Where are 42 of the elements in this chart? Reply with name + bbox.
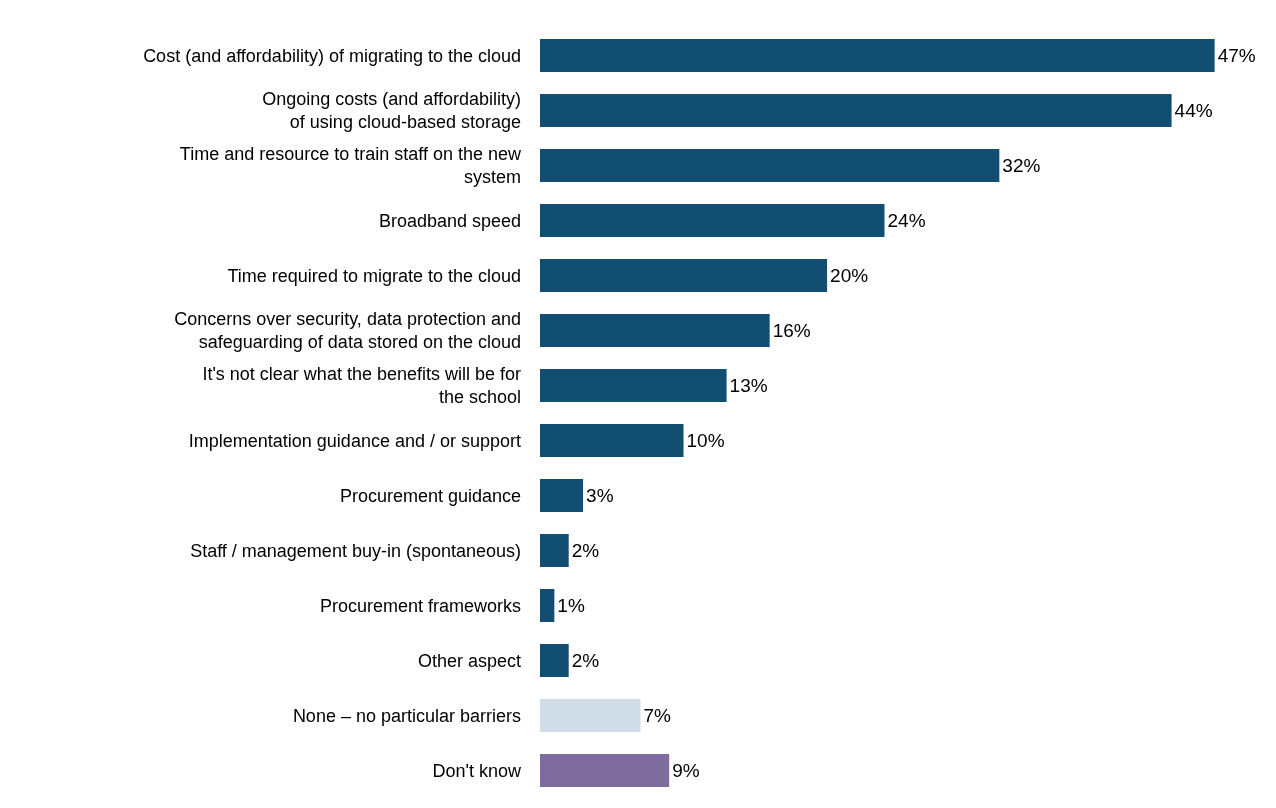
y-tick-label: Broadband speed: [378, 210, 521, 231]
y-tick-label: Concerns over security, data protection and safeguarding of data stored on the cloud: [174, 309, 521, 353]
y-tick-label: Other aspect: [417, 650, 521, 671]
y-tick-label: Cost (and affordability) of migrating to the cloud: [143, 45, 521, 66]
data-label: 20%: [830, 265, 869, 286]
bar: [540, 39, 1215, 72]
bar: [540, 644, 569, 677]
y-tick-label: Implementation guidance and / or support: [188, 430, 521, 451]
bar: [540, 369, 727, 402]
y-tick-label: Staff / management buy-in (spontaneous): [190, 540, 521, 561]
data-label: 2%: [571, 540, 600, 561]
y-tick-label: Time and resource to train staff on the new system: [179, 144, 522, 188]
bar: [540, 424, 684, 457]
bar: [540, 259, 828, 292]
y-tick-label: Procurement frameworks: [319, 595, 521, 616]
data-label: 10%: [686, 430, 725, 451]
data-label: 13%: [729, 375, 768, 396]
data-label: 3%: [586, 485, 614, 506]
data-label: 24%: [887, 210, 926, 231]
bar: [540, 204, 885, 237]
data-label: 16%: [772, 320, 811, 341]
y-tick-label: It's not clear what the benefits will be for the school: [202, 364, 521, 408]
data-label: 9%: [672, 760, 700, 781]
y-tick-label: Don't know: [432, 760, 522, 781]
y-tick-label: None – no particular barriers: [292, 705, 521, 726]
data-label: 1%: [557, 595, 585, 616]
bar: [540, 94, 1172, 127]
data-label: 47%: [1217, 45, 1256, 66]
bar: [540, 534, 569, 567]
y-tick-label: Ongoing costs (and affordability) of using cloud-based storage: [262, 89, 521, 133]
data-label: 7%: [643, 705, 672, 726]
bar: [540, 149, 1000, 182]
y-tick-label: Time required to migrate to the cloud: [227, 265, 521, 286]
bar: [540, 699, 641, 732]
bar: [540, 479, 584, 512]
bar: [540, 589, 555, 622]
data-label: 32%: [1002, 155, 1041, 176]
data-label: 2%: [571, 650, 600, 671]
y-tick-label: Procurement guidance: [339, 485, 521, 506]
bar: [540, 314, 770, 347]
data-label: 44%: [1174, 100, 1213, 121]
bar: [540, 754, 670, 787]
